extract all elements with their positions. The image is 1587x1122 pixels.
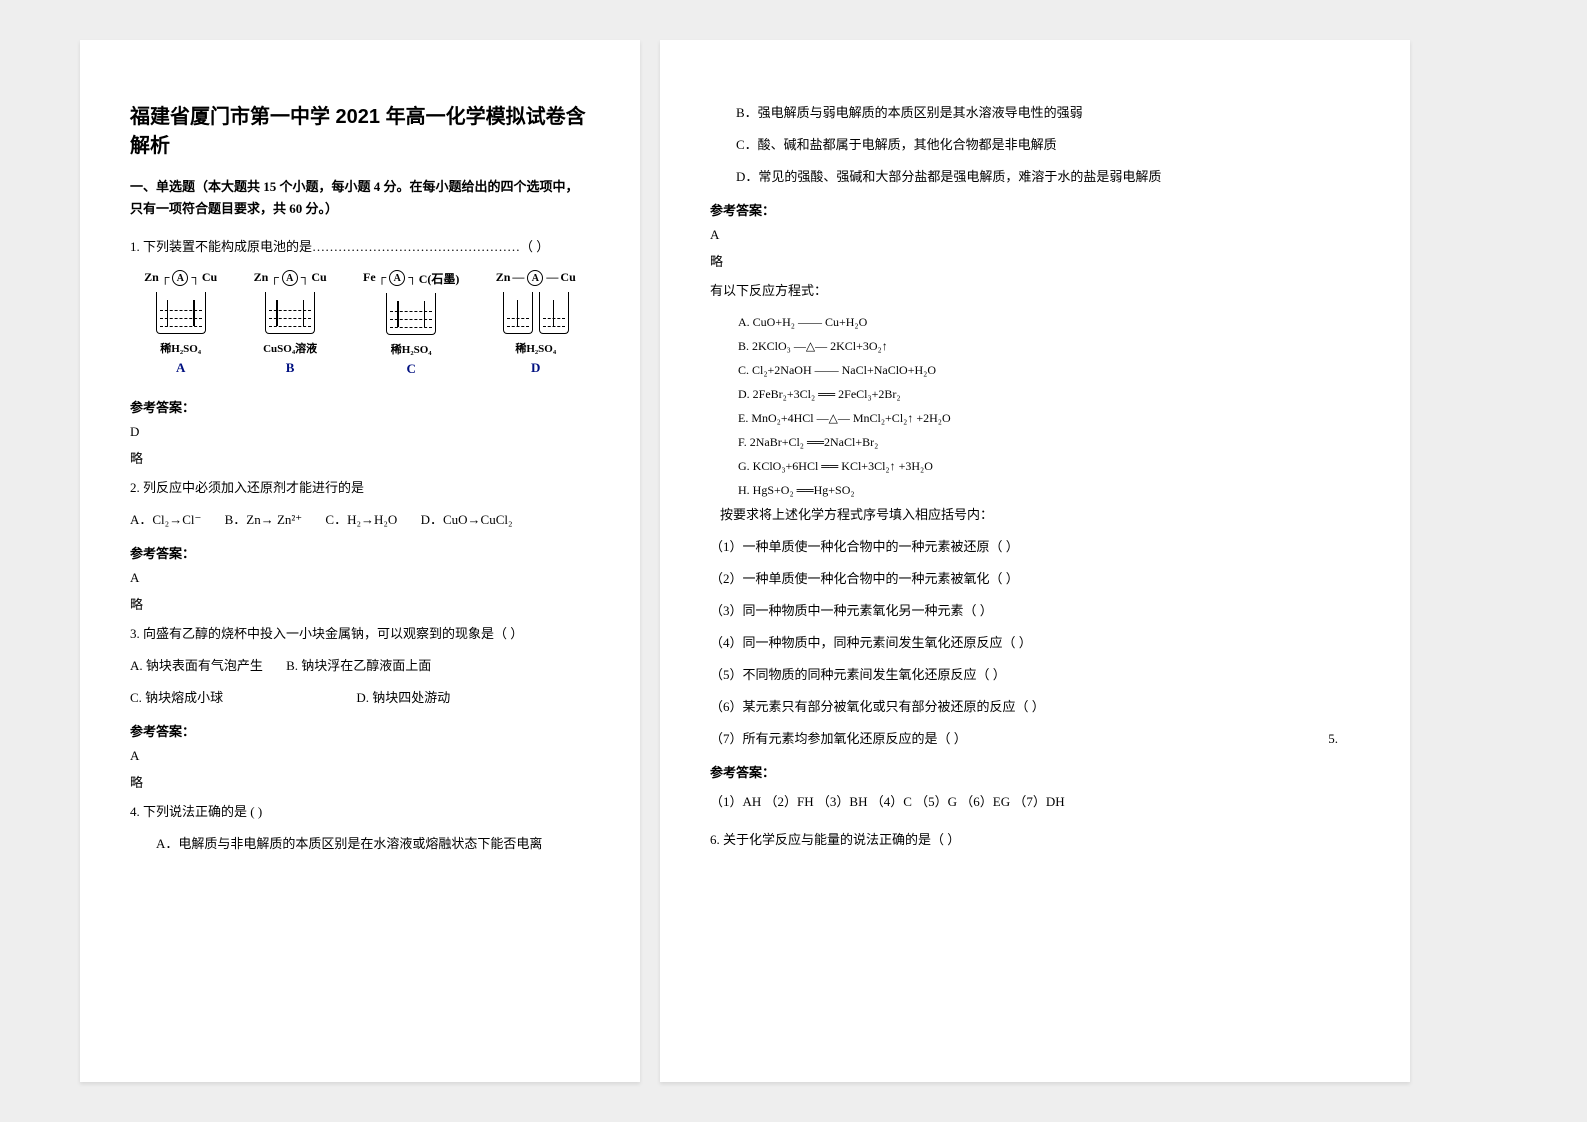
q1-ans-label: 参考答案： bbox=[130, 397, 590, 416]
letter-c: C bbox=[407, 361, 416, 377]
q4-omit: 略 bbox=[710, 251, 1360, 270]
electrode-c-right: C(石墨) bbox=[419, 270, 460, 287]
electrode-a-right: Cu bbox=[202, 270, 217, 285]
q1-omit: 略 bbox=[130, 448, 590, 467]
letter-b: B bbox=[286, 360, 295, 376]
q5-sub-3: （3）同一种物质中一种元素氧化另一种元素（ ） bbox=[710, 598, 1360, 624]
q2-opt-d: D．CuO→CuCl₂ bbox=[421, 512, 513, 527]
cell-d: Zn —A— Cu 稀H₂SO₄ D bbox=[496, 270, 576, 376]
q5-sub-5: （5）不同物质的同种元素间发生氧化还原反应（ ） bbox=[710, 662, 1360, 688]
cell-a: Zn ┌A┐ Cu 稀H₂SO₄ A bbox=[144, 270, 217, 376]
eq-g: G. KClO₃+6HCl ══ KCl+3Cl₂↑ +3H₂O bbox=[710, 454, 1360, 478]
q1-stem: 1. 下列装置不能构成原电池的是…………………………………………（ ） bbox=[130, 234, 590, 260]
electrode-d-right: Cu bbox=[560, 270, 575, 285]
q3-opt-a: A. 钠块表面有气泡产生 bbox=[130, 658, 263, 673]
cell-b: Zn ┌A┐ Cu CuSO₄溶液 B bbox=[254, 270, 327, 376]
electrode-d-left: Zn bbox=[496, 270, 511, 285]
q5-intro: 有以下反应方程式： bbox=[710, 278, 1360, 304]
electrode-a-left: Zn bbox=[144, 270, 159, 285]
eq-f: F. 2NaBr+Cl₂ ══2NaCl+Br₂ bbox=[710, 430, 1360, 454]
electrode-c-left: Fe bbox=[363, 270, 376, 285]
sol-b: CuSO₄溶液 bbox=[263, 340, 317, 356]
q2-opt-a: A．Cl₂→Cl⁻ bbox=[130, 512, 201, 527]
page-right: B．强电解质与弱电解质的本质区别是其水溶液导电性的强弱 C．酸、碱和盐都属于电解… bbox=[660, 40, 1410, 1082]
q2-opt-c: C．H₂→H₂O bbox=[325, 512, 397, 527]
q3-ans-label: 参考答案： bbox=[130, 721, 590, 740]
q4-opt-b: B．强电解质与弱电解质的本质区别是其水溶液导电性的强弱 bbox=[710, 100, 1360, 126]
eq-e: E. MnO₂+4HCl —△— MnCl₂+Cl₂↑ +2H₂O bbox=[710, 406, 1360, 430]
q5-ans-label: 参考答案： bbox=[710, 762, 1360, 781]
q3-omit: 略 bbox=[130, 772, 590, 791]
q5-sub-2: （2）一种单质使一种化合物中的一种元素被氧化（ ） bbox=[710, 566, 1360, 592]
q1-diagram: Zn ┌A┐ Cu 稀H₂SO₄ A Zn ┌A┐ Cu CuSO₄溶液 B bbox=[130, 270, 590, 377]
q3-opts-2: C. 钠块熔成小球 D. 钠块四处游动 bbox=[130, 685, 590, 711]
page-left: 福建省厦门市第一中学 2021 年高一化学模拟试卷含解析 一、单选题（本大题共 … bbox=[80, 40, 640, 1082]
eq-c: C. Cl₂+2NaOH —— NaCl+NaClO+H₂O bbox=[710, 358, 1360, 382]
sol-a: 稀H₂SO₄ bbox=[160, 340, 201, 356]
q3-opts-1: A. 钠块表面有气泡产生 B. 钠块浮在乙醇液面上面 bbox=[130, 653, 590, 679]
eq-a: A. CuO+H₂ —— Cu+H₂O bbox=[710, 310, 1360, 334]
q5-prompt: 按要求将上述化学方程式序号填入相应括号内： bbox=[710, 502, 1360, 528]
double-beaker bbox=[503, 286, 569, 334]
q5-sub-7-line: （7）所有元素均参加氧化还原反应的是（ ） 5. bbox=[710, 726, 1360, 752]
q3-opt-c: C. 钠块熔成小球 bbox=[130, 690, 223, 705]
q5-sub-6: （6）某元素只有部分被氧化或只有部分被还原的反应（ ） bbox=[710, 694, 1360, 720]
doc-title: 福建省厦门市第一中学 2021 年高一化学模拟试卷含解析 bbox=[130, 100, 590, 158]
q4-opt-c: C．酸、碱和盐都属于电解质，其他化合物都是非电解质 bbox=[710, 132, 1360, 158]
q5-sub-7: （7）所有元素均参加氧化还原反应的是（ ） bbox=[710, 731, 967, 746]
cell-c: Fe ┌A┐ C(石墨) 稀H₂SO₄ C bbox=[363, 270, 459, 377]
q2-stem: 2. 列反应中必须加入还原剂才能进行的是 bbox=[130, 475, 590, 501]
sol-c: 稀H₂SO₄ bbox=[391, 341, 432, 357]
electrode-b-left: Zn bbox=[254, 270, 269, 285]
q2-ans: A bbox=[130, 570, 590, 586]
q4-ans-label: 参考答案： bbox=[710, 200, 1360, 219]
q3-opt-d: D. 钠块四处游动 bbox=[356, 690, 450, 705]
ammeter-icon: A bbox=[389, 270, 405, 286]
q2-ans-label: 参考答案： bbox=[130, 543, 590, 562]
beaker-b bbox=[265, 292, 315, 334]
q5-number: 5. bbox=[1328, 726, 1338, 752]
electrode-b-right: Cu bbox=[311, 270, 326, 285]
section-1-header: 一、单选题（本大题共 15 个小题，每小题 4 分。在每小题给出的四个选项中，只… bbox=[130, 176, 590, 220]
letter-d: D bbox=[531, 360, 540, 376]
q4-opt-a: A．电解质与非电解质的本质区别是在水溶液或熔融状态下能否电离 bbox=[130, 831, 590, 857]
q5-sub-1: （1）一种单质使一种化合物中的一种元素被还原（ ） bbox=[710, 534, 1360, 560]
q5-sub-4: （4）同一种物质中，同种元素间发生氧化还原反应（ ） bbox=[710, 630, 1360, 656]
q2-opt-b: B．Zn→ Zn²⁺ bbox=[225, 512, 303, 527]
q4-opt-d: D．常见的强酸、强碱和大部分盐都是强电解质，难溶于水的盐是弱电解质 bbox=[710, 164, 1360, 190]
q3-stem: 3. 向盛有乙醇的烧杯中投入一小块金属钠，可以观察到的现象是（ ） bbox=[130, 621, 590, 647]
eq-d: D. 2FeBr₂+3Cl₂ ══ 2FeCl₃+2Br₂ bbox=[710, 382, 1360, 406]
ammeter-icon: A bbox=[282, 270, 298, 286]
q1-ans: D bbox=[130, 424, 590, 440]
eq-b: B. 2KClO₃ —△— 2KCl+3O₂↑ bbox=[710, 334, 1360, 358]
q2-omit: 略 bbox=[130, 594, 590, 613]
q3-ans: A bbox=[130, 748, 590, 764]
q3-opt-b: B. 钠块浮在乙醇液面上面 bbox=[286, 658, 431, 673]
ammeter-icon: A bbox=[527, 270, 543, 286]
beaker-a bbox=[156, 292, 206, 334]
beaker-c bbox=[386, 293, 436, 335]
ammeter-icon: A bbox=[172, 270, 188, 286]
eq-h: H. HgS+O₂ ══Hg+SO₂ bbox=[710, 478, 1360, 502]
q6-stem: 6. 关于化学反应与能量的说法正确的是（ ） bbox=[710, 827, 1360, 853]
letter-a: A bbox=[176, 360, 185, 376]
q4-ans: A bbox=[710, 227, 1360, 243]
q4-stem: 4. 下列说法正确的是 ( ) bbox=[130, 799, 590, 825]
sol-d: 稀H₂SO₄ bbox=[515, 340, 556, 356]
q2-opts: A．Cl₂→Cl⁻ B．Zn→ Zn²⁺ C．H₂→H₂O D．CuO→CuCl… bbox=[130, 507, 590, 533]
q5-answers: （1）AH （2）FH （3）BH （4）C （5）G （6）EG （7）DH bbox=[710, 789, 1360, 815]
